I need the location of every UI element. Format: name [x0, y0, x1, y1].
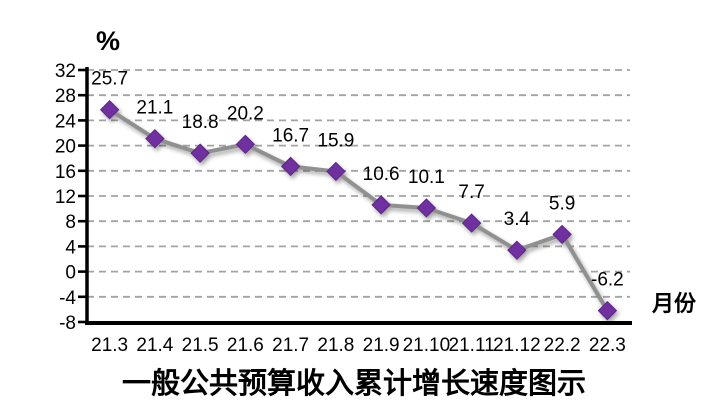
- y-tick-label: -8: [59, 313, 76, 334]
- y-tick-label: 16: [55, 162, 76, 183]
- x-tick-label: 21.8: [317, 335, 354, 356]
- x-axis-title: 月份: [652, 291, 697, 316]
- data-point-label: 25.7: [91, 69, 128, 90]
- data-point-marker: [507, 240, 527, 260]
- data-point-label: 18.8: [182, 112, 219, 133]
- data-point-marker: [416, 198, 437, 218]
- data-point-marker: [552, 224, 572, 245]
- chart-title: 一般公共预算收入累计增长速度图示: [121, 368, 586, 400]
- x-tick-label: 21.12: [493, 335, 541, 356]
- data-point-label: 20.2: [227, 103, 264, 124]
- x-tick-label: 21.9: [363, 335, 400, 356]
- x-tick-label: 21.11: [449, 335, 495, 356]
- data-point-marker: [99, 99, 120, 120]
- data-point-marker: [371, 195, 391, 215]
- x-tick-label: 21.10: [403, 335, 451, 356]
- data-point-label: 16.7: [272, 125, 309, 146]
- x-tick-label: 21.6: [227, 335, 264, 356]
- data-point-marker: [280, 156, 301, 177]
- y-tick-label: 24: [55, 111, 77, 132]
- data-point-label: 21.1: [136, 98, 173, 119]
- x-tick-label: 21.5: [182, 335, 219, 356]
- x-tick-label: 21.4: [136, 335, 173, 356]
- data-point-marker: [235, 134, 256, 155]
- data-point-marker: [461, 213, 482, 233]
- x-tick-label: 21.3: [91, 335, 128, 356]
- x-tick-label: 22.3: [589, 335, 626, 356]
- x-tick-label: 21.7: [272, 335, 309, 356]
- y-tick-label: 8: [65, 212, 76, 233]
- data-point-label: 15.9: [317, 130, 354, 151]
- data-point-label: -6.2: [591, 270, 624, 291]
- y-tick-label: 4: [65, 237, 76, 258]
- data-point-label: 10.6: [363, 164, 400, 185]
- data-point-label: 7.7: [458, 182, 484, 203]
- y-tick-label: 20: [55, 137, 76, 158]
- data-point-marker: [190, 143, 210, 163]
- data-point-label: 5.9: [549, 193, 575, 214]
- data-point-label: 10.1: [408, 167, 445, 188]
- x-tick-label: 22.2: [544, 335, 581, 356]
- series-line: [108, 108, 610, 312]
- y-axis-unit-label: %: [96, 26, 121, 56]
- y-tick-label: 32: [55, 61, 76, 82]
- data-point-marker: [326, 161, 346, 182]
- y-tick-label: 28: [55, 86, 76, 107]
- series: [99, 99, 618, 321]
- data-point-label: 3.4: [504, 209, 531, 230]
- y-tick-label: -4: [59, 288, 76, 309]
- data-point-marker: [145, 128, 165, 149]
- y-tick-label: 0: [65, 263, 76, 284]
- data-point-marker: [597, 300, 618, 321]
- y-tick-label: 12: [55, 187, 76, 208]
